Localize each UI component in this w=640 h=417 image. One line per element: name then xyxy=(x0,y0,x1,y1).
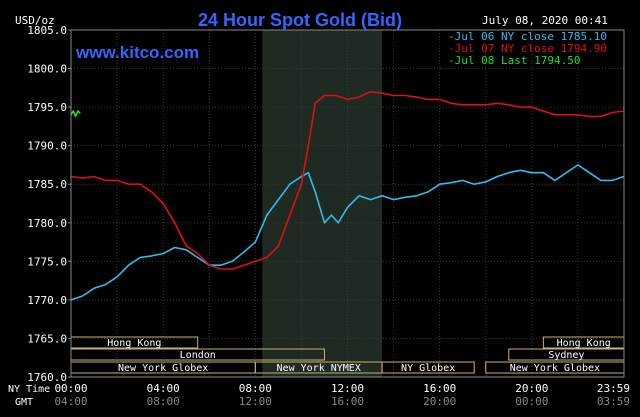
price-series xyxy=(70,90,625,301)
series-line-2 xyxy=(70,110,81,118)
y-tick-label: 1785.0 xyxy=(27,178,67,191)
y-tick-label: 1765.0 xyxy=(27,332,67,345)
y-tick-label: 1760.0 xyxy=(27,371,67,384)
legend: -Jul 06 NY close 1785.10-Jul 07 NY close… xyxy=(448,30,607,67)
x-tick-label-gmt: 16:00 xyxy=(331,395,364,408)
x-tick-label-gmt: 00:00 xyxy=(515,395,548,408)
x-tick-label-gmt: 03:59 xyxy=(597,395,630,408)
x-tick-label-ny: 00:00 xyxy=(54,382,87,395)
x-tick-label-ny: 12:00 xyxy=(331,382,364,395)
chart-date: July 08, 2020 00:41 xyxy=(482,14,608,27)
plot-border xyxy=(70,29,625,378)
y-tick-label: 1805.0 xyxy=(27,24,67,37)
x-tick-label-ny: 16:00 xyxy=(423,382,456,395)
y-tick-label: 1780.0 xyxy=(27,217,67,230)
chart-title: 24 Hour Spot Gold (Bid) xyxy=(198,10,402,30)
x-tick-label-ny: 04:00 xyxy=(147,382,180,395)
session-label: Hong Kong xyxy=(557,338,611,349)
x-tick-label-gmt: 20:00 xyxy=(423,395,456,408)
y-tick-label: 1775.0 xyxy=(27,255,67,268)
x-tick-label-gmt: 08:00 xyxy=(147,395,180,408)
x-tick-label-ny: 08:00 xyxy=(239,382,272,395)
session-label: NY Globex xyxy=(401,363,455,374)
y-tick-label: 1770.0 xyxy=(27,294,67,307)
y-tick-label: 1790.0 xyxy=(27,140,67,153)
x-tick-label-gmt: 04:00 xyxy=(54,395,87,408)
x-axis-label-gmt: GMT xyxy=(15,397,33,408)
nymex-session-band xyxy=(262,30,383,377)
session-label: New York Globex xyxy=(118,363,208,374)
session-label: Sydney xyxy=(548,350,584,361)
session-label: Hong Kong xyxy=(107,338,161,349)
series-line-0 xyxy=(70,164,625,301)
session-label: New York Globex xyxy=(510,363,600,374)
site-watermark: www.kitco.com xyxy=(75,43,199,62)
y-tick-label: 1795.0 xyxy=(27,101,67,114)
y-tick-label: 1800.0 xyxy=(27,63,67,76)
y-axis-unit-label: USD/oz xyxy=(15,14,55,27)
x-axis-label-ny: NY Time xyxy=(8,384,50,395)
series-line-1 xyxy=(70,90,625,270)
axes: 1760.0 1765.0 1770.0 1775.0 1780.0 1785.0 1790… xyxy=(27,24,630,408)
x-tick-label-gmt: 12:00 xyxy=(239,395,272,408)
legend-entry-0: -Jul 06 NY close 1785.10 xyxy=(448,30,607,43)
legend-entry-2: -Jul 08 Last 1794.50 xyxy=(448,54,580,67)
session-bar xyxy=(381,361,475,374)
x-tick-label-ny: 23:59 xyxy=(597,382,630,395)
session-label: London xyxy=(180,350,216,361)
x-tick-label-ny: 20:00 xyxy=(515,382,548,395)
session-label: New York NYMEX xyxy=(277,363,361,374)
legend-entry-1: -Jul 07 NY close 1794.90 xyxy=(448,42,607,55)
